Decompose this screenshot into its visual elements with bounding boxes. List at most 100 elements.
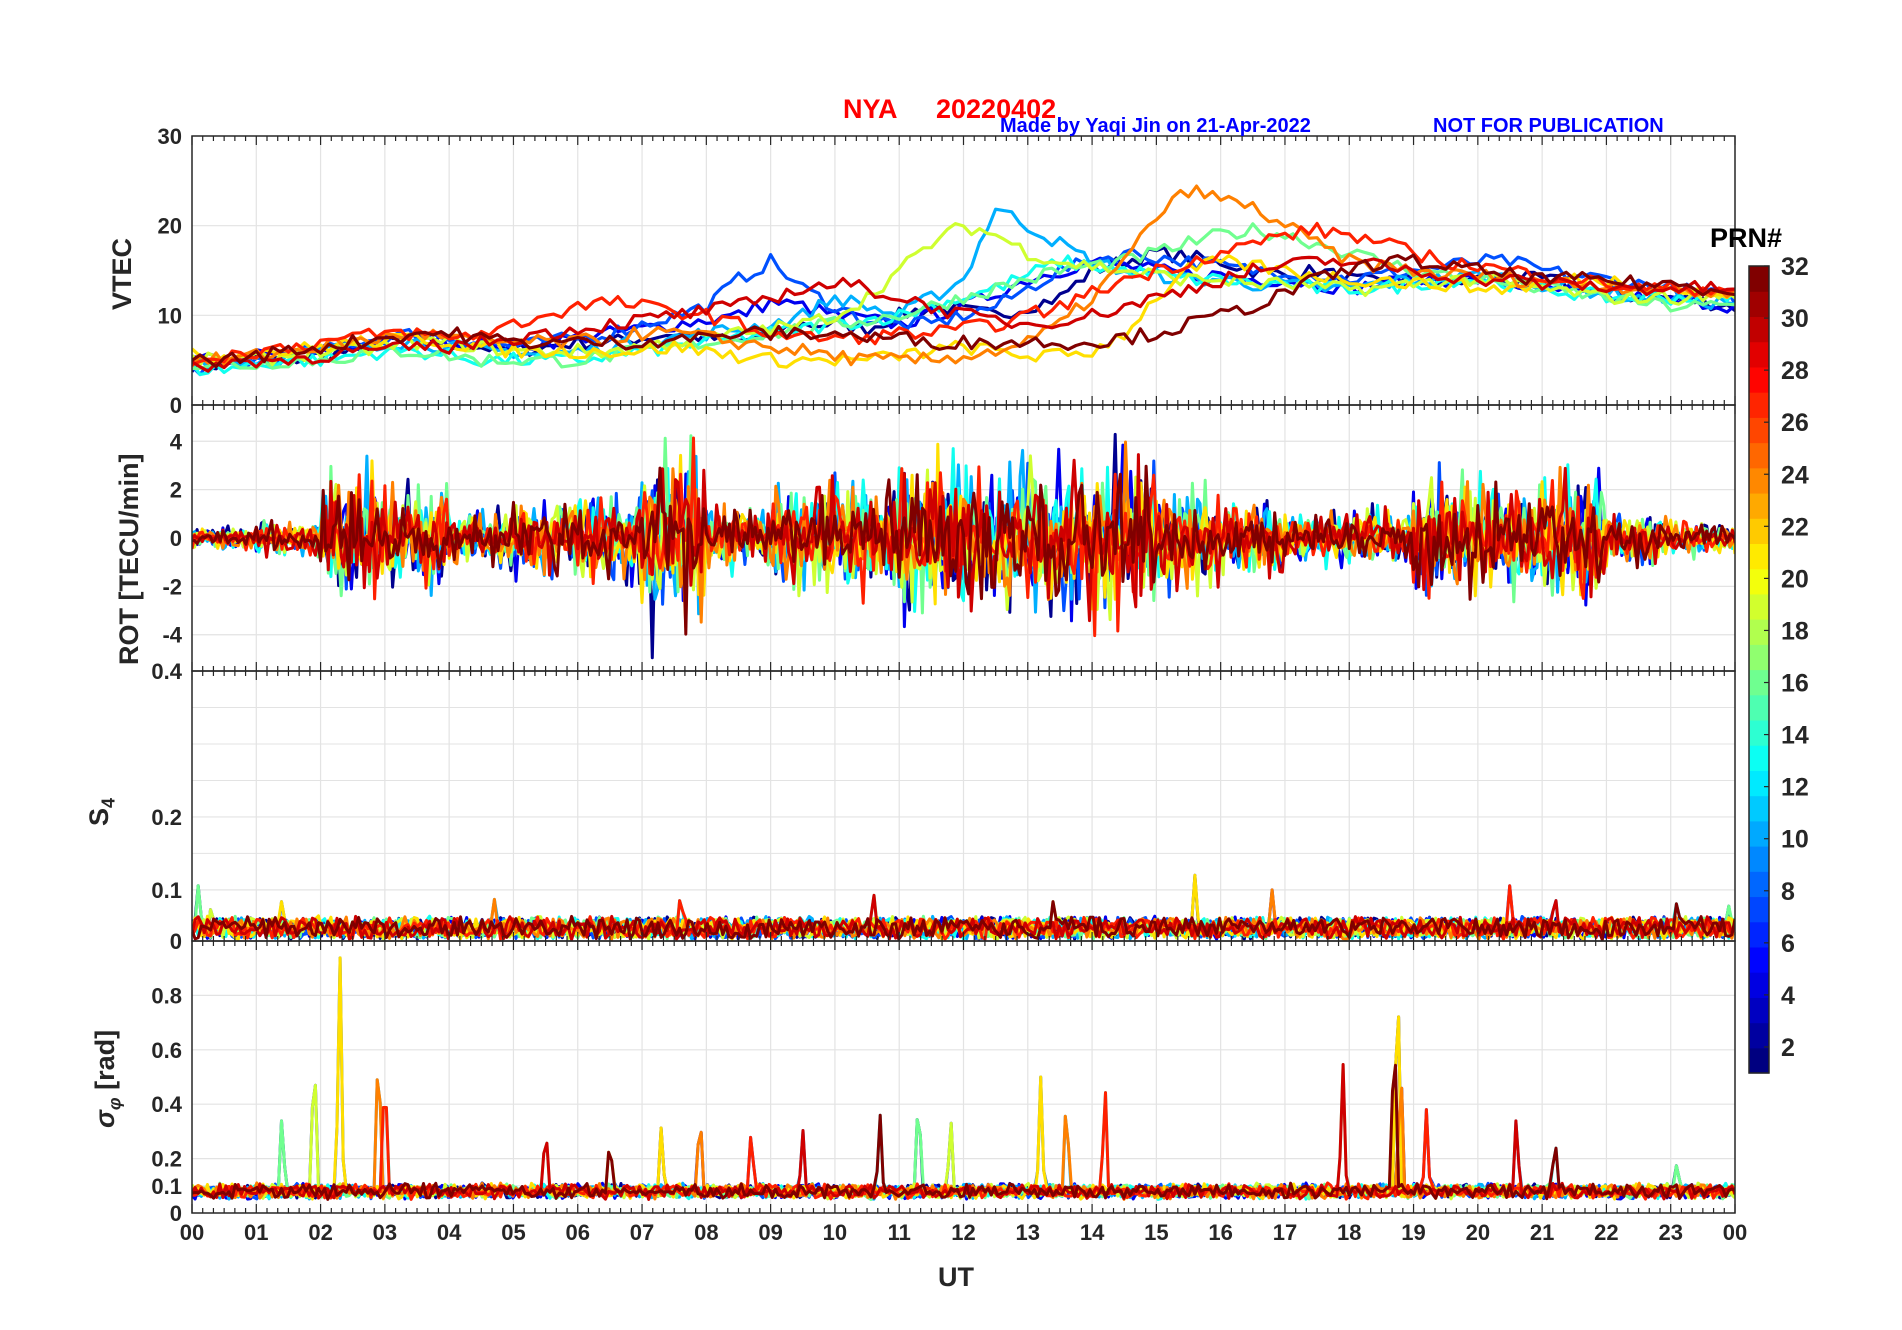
x-tick-label: 18: [1337, 1220, 1361, 1245]
y-tick-label: 0.1: [151, 878, 182, 903]
x-tick-label: 09: [758, 1220, 782, 1245]
sigma-symbol: σ: [90, 1110, 120, 1128]
colorbar-band: [1749, 366, 1769, 393]
sigma-phi-panel: 0.8 0.6 0.4 0.20.10: [151, 940, 1736, 1226]
colorbar-band: [1749, 518, 1769, 545]
colorbar-tick-label: 8: [1781, 878, 1795, 906]
rot-y-tick-labels: 4 2 0 -2 -4: [162, 429, 182, 647]
colorbar-band: [1749, 291, 1769, 318]
vtec-x-ticks: [191, 136, 1736, 405]
series-line-prn-28: [192, 221, 1735, 367]
s4-x-ticks: [191, 671, 1736, 941]
colorbar-band: [1749, 644, 1769, 671]
colorbar-band: [1749, 543, 1769, 570]
colorbar-tick-label: 28: [1781, 357, 1809, 385]
sigma-phi-grid: [192, 941, 1735, 1213]
colorbar-tick-label: 30: [1781, 305, 1809, 333]
series-line-prn-30: [192, 255, 1735, 373]
colorbar-band: [1749, 1047, 1769, 1074]
y-tick-label: 0: [170, 1201, 182, 1226]
colorbar-tick-label: 16: [1781, 670, 1809, 698]
colorbar-band: [1749, 266, 1769, 292]
colorbar-band: [1749, 392, 1769, 418]
x-tick-label: 17: [1273, 1220, 1297, 1245]
colorbar-tick-label: 12: [1781, 774, 1809, 802]
colorbar-frame: [1748, 265, 1770, 1074]
phase-axis-label: σφ [rad]: [90, 1030, 125, 1128]
y-tick-label: 0: [170, 393, 182, 418]
series-line-prn-32: [192, 464, 1735, 636]
x-tick-label: 13: [1016, 1220, 1040, 1245]
x-tick-label: 01: [244, 1220, 268, 1245]
series-line-prn-19: [192, 222, 1735, 367]
phase-unit: [rad]: [90, 1029, 120, 1090]
x-tick-label: 04: [437, 1220, 462, 1245]
x-tick-labels: 00 01 02 03 04 05 06 07 08 09 10 11 12 13 14 15 16 17 18 19…: [180, 1220, 1747, 1245]
colorbar-band: [1749, 972, 1769, 998]
s4-subscript: 4: [98, 797, 119, 808]
colorbar-band: [1749, 492, 1769, 519]
y-tick-label: 30: [158, 124, 182, 149]
colorbar-tick-label: 6: [1781, 930, 1795, 958]
colorbar-band: [1749, 442, 1769, 469]
x-tick-label: 11: [888, 1220, 911, 1245]
colorbar-tick-label: 32: [1781, 253, 1809, 281]
colorbar-tick-label: 20: [1781, 565, 1809, 593]
x-tick-label: 20: [1466, 1220, 1490, 1245]
y-tick-label: 0.6: [151, 1038, 182, 1063]
colorbar-band: [1749, 921, 1769, 948]
x-tick-label: 08: [694, 1220, 718, 1245]
colorbar-tick-label: 4: [1781, 982, 1795, 1010]
rot-axis-label: ROT [TECU/min]: [114, 453, 144, 665]
colorbar-band: [1749, 467, 1769, 494]
x-tick-label: 12: [951, 1220, 975, 1245]
colorbar-tick-label: 14: [1781, 722, 1809, 750]
y-tick-label: 0: [170, 526, 182, 551]
x-tick-label: 10: [823, 1220, 847, 1245]
sigma-phi-series: [192, 956, 1735, 1201]
colorbar-band: [1749, 316, 1769, 343]
series-line-prn-1: [192, 246, 1735, 373]
y-tick-label: 0.8: [151, 983, 182, 1008]
series-line-prn-25: [192, 184, 1735, 368]
vtec-panel: 30 20 10 0: [158, 124, 1736, 418]
s4-grid: [192, 671, 1735, 941]
y-tick-label: 0: [170, 929, 182, 954]
colorbar-tick-label: 18: [1781, 617, 1809, 645]
colorbar-band: [1749, 770, 1769, 797]
notice-text: NOT FOR PUBLICATION: [1433, 115, 1664, 137]
colorbar-band: [1749, 1022, 1769, 1049]
x-tick-label: 15: [1144, 1220, 1168, 1245]
vtec-grid: [192, 136, 1735, 405]
date-title: 20220402: [936, 94, 1057, 124]
colorbar-band: [1749, 846, 1769, 872]
colorbar-band: [1749, 820, 1769, 847]
series-line-prn-32: [192, 1063, 1735, 1201]
s4-y-tick-labels: 0.4 0.2 0.1 0: [151, 659, 182, 954]
sigma-phi-x-ticks: [191, 941, 1736, 1213]
s4-axis-label: S4: [84, 798, 119, 826]
chart-panels: 3020100420-2-40.40.20.100.80.60.40.20.10…: [151, 124, 1747, 1245]
series-line-prn-32: [192, 253, 1735, 369]
colorbar-band: [1749, 341, 1769, 368]
rot-series: [192, 432, 1735, 660]
colorbar-band: [1749, 669, 1769, 696]
x-tick-label: 05: [501, 1220, 525, 1245]
x-tick-label: 23: [1658, 1220, 1682, 1245]
colorbar-band: [1749, 896, 1769, 923]
colorbar-band: [1749, 946, 1769, 973]
sigma-phi-y-tick-labels: 0.8 0.6 0.4 0.20.10: [151, 983, 182, 1226]
colorbar-band: [1749, 568, 1769, 595]
colorbar-band: [1749, 871, 1769, 898]
x-tick-label: 00: [1723, 1220, 1747, 1245]
x-tick-label: 21: [1530, 1220, 1554, 1245]
series-line-prn-22: [192, 254, 1735, 369]
y-tick-label: 20: [158, 214, 182, 239]
colorbar-band: [1749, 745, 1769, 771]
y-tick-label: -4: [162, 623, 182, 648]
colorbar-title: PRN#: [1710, 223, 1783, 253]
colorbar-band: [1749, 795, 1769, 822]
y-tick-label: 0.1: [151, 1174, 182, 1199]
